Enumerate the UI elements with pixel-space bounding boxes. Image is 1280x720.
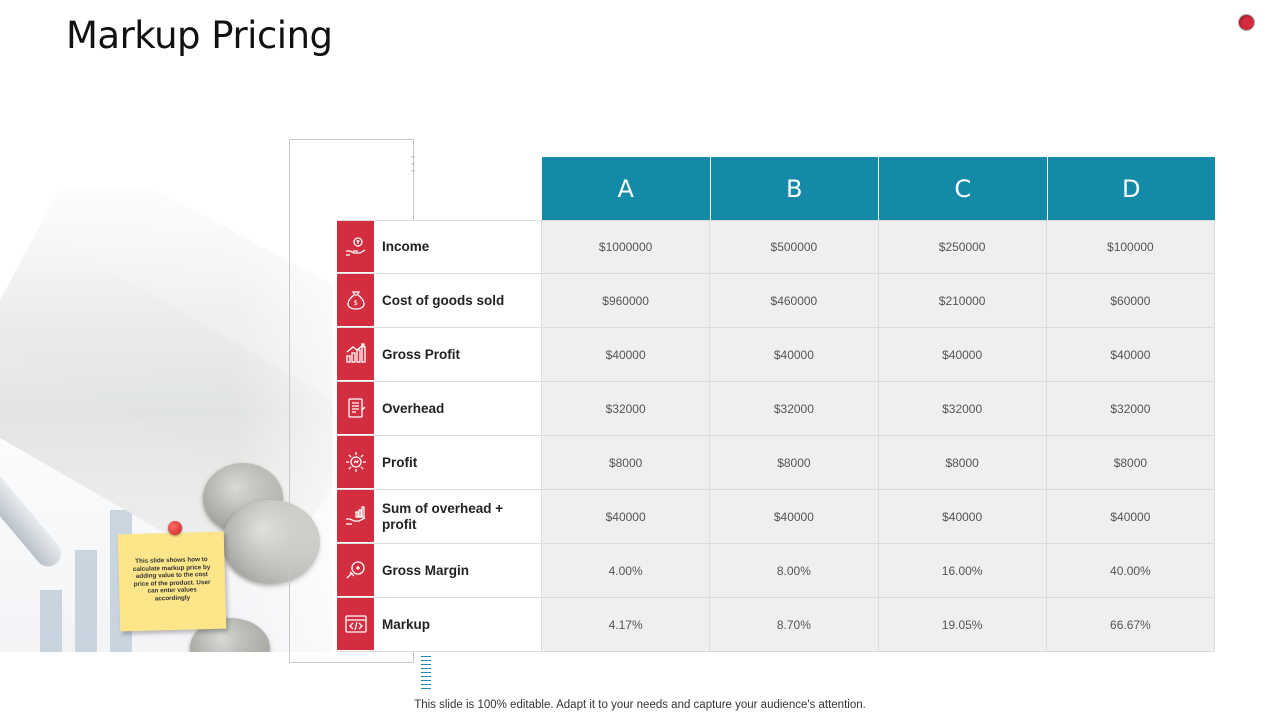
table-cell: $40000	[542, 328, 711, 381]
table-row: Income $1000000 $500000 $250000 $100000	[337, 220, 1215, 274]
margin-icon	[337, 544, 374, 597]
status-dot	[1239, 15, 1254, 30]
row-label: Income	[374, 221, 542, 273]
row-label: Gross Profit	[374, 328, 542, 381]
column-header-a: A	[542, 157, 711, 220]
table-cell: $40000	[1046, 328, 1215, 381]
table-cell: 19.05%	[878, 598, 1047, 651]
table-cell: $32000	[878, 382, 1047, 435]
table-row: Sum of overhead + profit $40000 $40000 $…	[337, 490, 1215, 544]
table-cell: 66.67%	[1046, 598, 1215, 651]
table-row: Gross Margin 4.00% 8.00% 16.00% 40.00%	[337, 544, 1215, 598]
table-cell: $32000	[542, 382, 711, 435]
table-row: Markup 4.17% 8.70% 19.05% 66.67%	[337, 598, 1215, 652]
footer-text: This slide is 100% editable. Adapt it to…	[414, 699, 866, 711]
column-header-d: D	[1047, 157, 1215, 220]
document-icon	[337, 382, 374, 435]
table-header: A B C D	[542, 157, 1215, 220]
money-bag-icon: $	[337, 274, 374, 327]
table-cell: $40000	[710, 328, 879, 381]
row-label: Markup	[374, 598, 542, 651]
gear-icon	[337, 436, 374, 489]
table-cell: 8.00%	[710, 544, 879, 597]
code-icon	[337, 598, 374, 651]
table-cell: $32000	[1046, 382, 1215, 435]
table-cell: $40000	[878, 328, 1047, 381]
table-cell: 8.70%	[710, 598, 879, 651]
table-cell: $8000	[1046, 436, 1215, 489]
page-title: Markup Pricing	[66, 14, 333, 57]
svg-text:$: $	[353, 299, 357, 307]
row-label: Gross Margin	[374, 544, 542, 597]
row-label: Cost of goods sold	[374, 274, 542, 327]
table-cell: $210000	[878, 274, 1047, 327]
table-row: $ Cost of goods sold $960000 $460000 $21…	[337, 274, 1215, 328]
table-row: Gross Profit $40000 $40000 $40000 $40000	[337, 328, 1215, 382]
table-cell: $460000	[710, 274, 879, 327]
table-cell: $40000	[542, 490, 711, 543]
table-cell: $8000	[878, 436, 1047, 489]
table-cell: 4.00%	[542, 544, 711, 597]
hand-chart-icon	[337, 490, 374, 543]
table-cell: 40.00%	[1046, 544, 1215, 597]
table-cell: $960000	[542, 274, 711, 327]
table-cell: $60000	[1046, 274, 1215, 327]
table-cell: $500000	[710, 221, 879, 273]
money-background-image	[0, 190, 333, 652]
row-label: Profit	[374, 436, 542, 489]
table-row: Overhead $32000 $32000 $32000 $32000	[337, 382, 1215, 436]
table-cell: $8000	[710, 436, 879, 489]
growth-chart-icon	[337, 328, 374, 381]
table-cell: $40000	[878, 490, 1047, 543]
pushpin-icon	[168, 521, 182, 535]
table-cell: $1000000	[542, 221, 711, 273]
table-row: Profit $8000 $8000 $8000 $8000	[337, 436, 1215, 490]
sticky-note-text: This slide shows how to calculate markup…	[132, 556, 211, 603]
table-cell: $100000	[1046, 221, 1215, 273]
table-cell: $32000	[710, 382, 879, 435]
row-label: Sum of overhead + profit	[374, 490, 542, 543]
pricing-table: Income $1000000 $500000 $250000 $100000 …	[337, 220, 1215, 652]
chevron-down-icon: ⌄ ⌄ ⌄	[409, 151, 417, 175]
table-cell: $250000	[878, 221, 1047, 273]
row-label: Overhead	[374, 382, 542, 435]
table-cell: $40000	[710, 490, 879, 543]
sticky-note: This slide shows how to calculate markup…	[117, 531, 227, 632]
table-cell: 4.17%	[542, 598, 711, 651]
table-cell: $40000	[1046, 490, 1215, 543]
table-cell: $8000	[542, 436, 711, 489]
column-header-b: B	[710, 157, 879, 220]
table-cell: 16.00%	[878, 544, 1047, 597]
income-icon	[337, 221, 374, 273]
column-header-c: C	[879, 157, 1048, 220]
decorative-lines	[421, 656, 431, 692]
